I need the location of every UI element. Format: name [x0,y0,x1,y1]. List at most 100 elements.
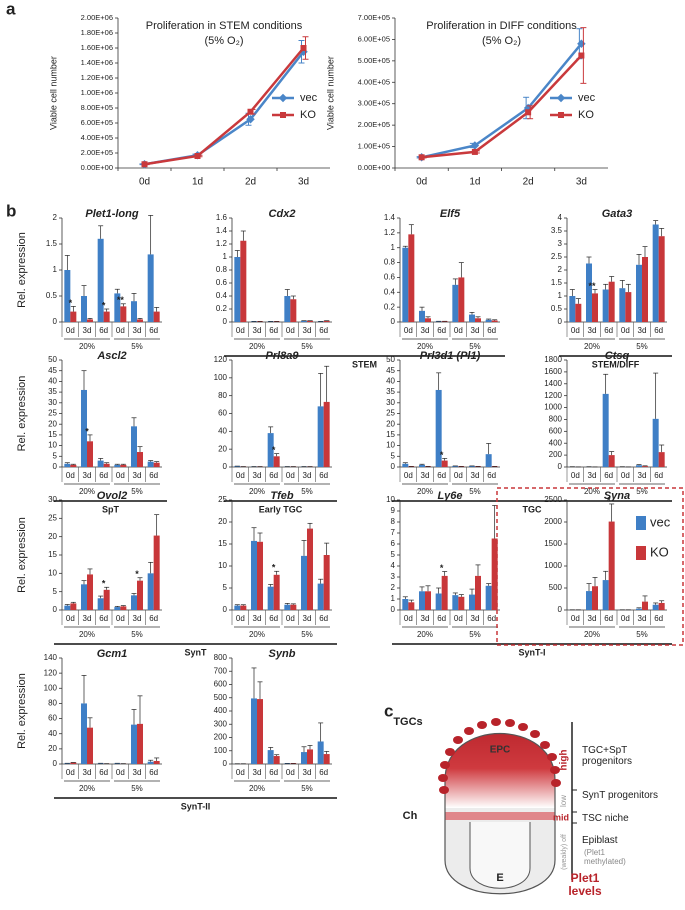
level-label: mid [553,812,569,822]
y-tick-label: 1.80E+06 [81,28,113,37]
y-tick-label: 2000 [544,517,562,526]
tgc [440,761,450,769]
x-tick-label: 3d [253,768,262,777]
bar [234,257,241,322]
tgc [438,774,448,782]
y-axis-label: Rel. expression [16,673,28,749]
y-tick-label: 120 [214,355,228,364]
bar [625,292,632,322]
y-tick-label: 0 [53,759,58,768]
y-axis-label: Rel. expression [16,232,28,308]
y-axis-label: Rel. expression [16,376,28,452]
bar [475,575,481,610]
tgc [477,721,487,729]
bar [120,306,127,322]
x-tick-label: 0d [621,471,630,480]
y-tick-label: 20 [386,419,395,428]
tgc [439,786,449,794]
x-tick-label: 3d [83,326,92,335]
y-tick-label: 0 [391,605,396,614]
y-tick-label: 10 [386,441,395,450]
y-tick-label: 1.20E+06 [81,73,113,82]
bar [458,277,465,322]
bar [586,591,592,610]
legend-label: vec [300,92,318,104]
y-tick-label: 10 [48,568,57,577]
level-description: (Plet1 methylated) [584,848,626,866]
y-tick-label: 2.00E+06 [81,13,113,22]
y-axis-label: Rel. expression [16,517,28,593]
y-tick-label: 5 [391,550,396,559]
y-tick-label: 0.2 [216,304,228,313]
x-tick-label: 3d [83,471,92,480]
y-tick-label: 1600 [544,367,562,376]
level-description: Epiblast [582,835,618,846]
y-tick-label: 100 [44,683,58,692]
significance: * [272,563,276,573]
series-line [421,42,583,159]
y-tick-label: 2 [558,265,563,274]
bar [642,257,648,322]
subgroup-label: 20% [79,784,95,793]
y-tick-label: 6.00E+05 [81,118,113,127]
significance: ** [588,281,596,291]
bar [608,281,615,322]
chart-title: Proliferation in DIFF conditions [426,20,577,32]
bar [658,236,665,322]
bar [153,462,160,467]
x-tick-label: 6d [604,326,613,335]
y-tick-label: 25 [218,495,227,504]
y-tick-label: 40 [386,377,395,386]
bar [592,293,598,322]
y-tick-label: 30 [386,398,395,407]
y-tick-label: 35 [48,387,57,396]
bar [70,762,77,764]
legend-label: KO [578,109,594,121]
panel-label: b [6,201,16,220]
y-tick-label: 500 [549,583,563,592]
x-tick-label: 3d [421,326,430,335]
x-tick-label: 6d [437,326,446,335]
bar [658,602,665,610]
tgc [445,748,455,756]
bar [273,574,280,610]
y-tick-label: 8.00E+05 [81,103,113,112]
chart-title: Ly6e [437,490,462,502]
y-tick-label: 500 [214,693,228,702]
y-tick-label: 1.5 [551,278,563,287]
y-tick-label: 0 [558,317,563,326]
y-tick-label: 5 [391,451,396,460]
bar [317,741,324,764]
chart-title: Ovol2 [97,490,128,502]
bar [273,456,280,467]
bar [408,602,415,610]
y-tick-label: 0 [223,605,228,614]
bar [64,763,71,764]
y-tick-label: 5.00E+05 [358,56,390,65]
bar [475,318,481,322]
bar [131,426,137,467]
subgroup-label: 5% [301,342,313,351]
bar [323,320,330,322]
subgroup-label: 20% [584,487,600,496]
x-tick-label: 3d [588,471,597,480]
x-tick-label: 3d [588,326,597,335]
significance: * [102,300,106,310]
y-tick-label: 7.00E+05 [358,13,390,22]
chart-subtitle: (5% O₂) [204,35,243,47]
x-tick-label: 3d [588,614,597,623]
bar [137,319,143,322]
x-tick-label: 6d [319,471,328,480]
y-tick-label: 60 [218,409,227,418]
x-tick-label: 6d [437,614,446,623]
bar [441,460,448,467]
point-marker [578,52,585,59]
chart-title: Gcm1 [97,648,128,660]
subgroup-label: 5% [469,487,481,496]
y-tick-label: 2.5 [551,252,563,261]
x-tick-label: 3d [253,614,262,623]
y-tick-label: 0.4 [216,291,228,300]
bar [452,465,459,467]
y-tick-label: 30 [48,495,57,504]
